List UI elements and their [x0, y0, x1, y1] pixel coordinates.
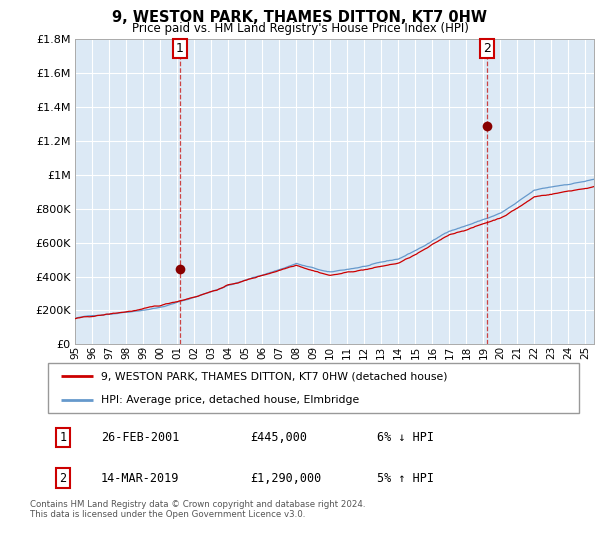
Text: 2: 2 — [483, 42, 491, 55]
Text: 2: 2 — [59, 472, 67, 485]
Text: 9, WESTON PARK, THAMES DITTON, KT7 0HW: 9, WESTON PARK, THAMES DITTON, KT7 0HW — [113, 10, 487, 25]
Text: £445,000: £445,000 — [250, 431, 307, 444]
Text: HPI: Average price, detached house, Elmbridge: HPI: Average price, detached house, Elmb… — [101, 395, 359, 405]
Text: £1,290,000: £1,290,000 — [250, 472, 321, 485]
Text: 1: 1 — [59, 431, 67, 444]
Text: 1: 1 — [176, 42, 184, 55]
Text: 26-FEB-2001: 26-FEB-2001 — [101, 431, 179, 444]
Text: 9, WESTON PARK, THAMES DITTON, KT7 0HW (detached house): 9, WESTON PARK, THAMES DITTON, KT7 0HW (… — [101, 371, 448, 381]
Text: 14-MAR-2019: 14-MAR-2019 — [101, 472, 179, 485]
Text: Price paid vs. HM Land Registry's House Price Index (HPI): Price paid vs. HM Land Registry's House … — [131, 22, 469, 35]
Text: Contains HM Land Registry data © Crown copyright and database right 2024.
This d: Contains HM Land Registry data © Crown c… — [30, 500, 365, 519]
Text: 5% ↑ HPI: 5% ↑ HPI — [377, 472, 434, 485]
Text: 6% ↓ HPI: 6% ↓ HPI — [377, 431, 434, 444]
